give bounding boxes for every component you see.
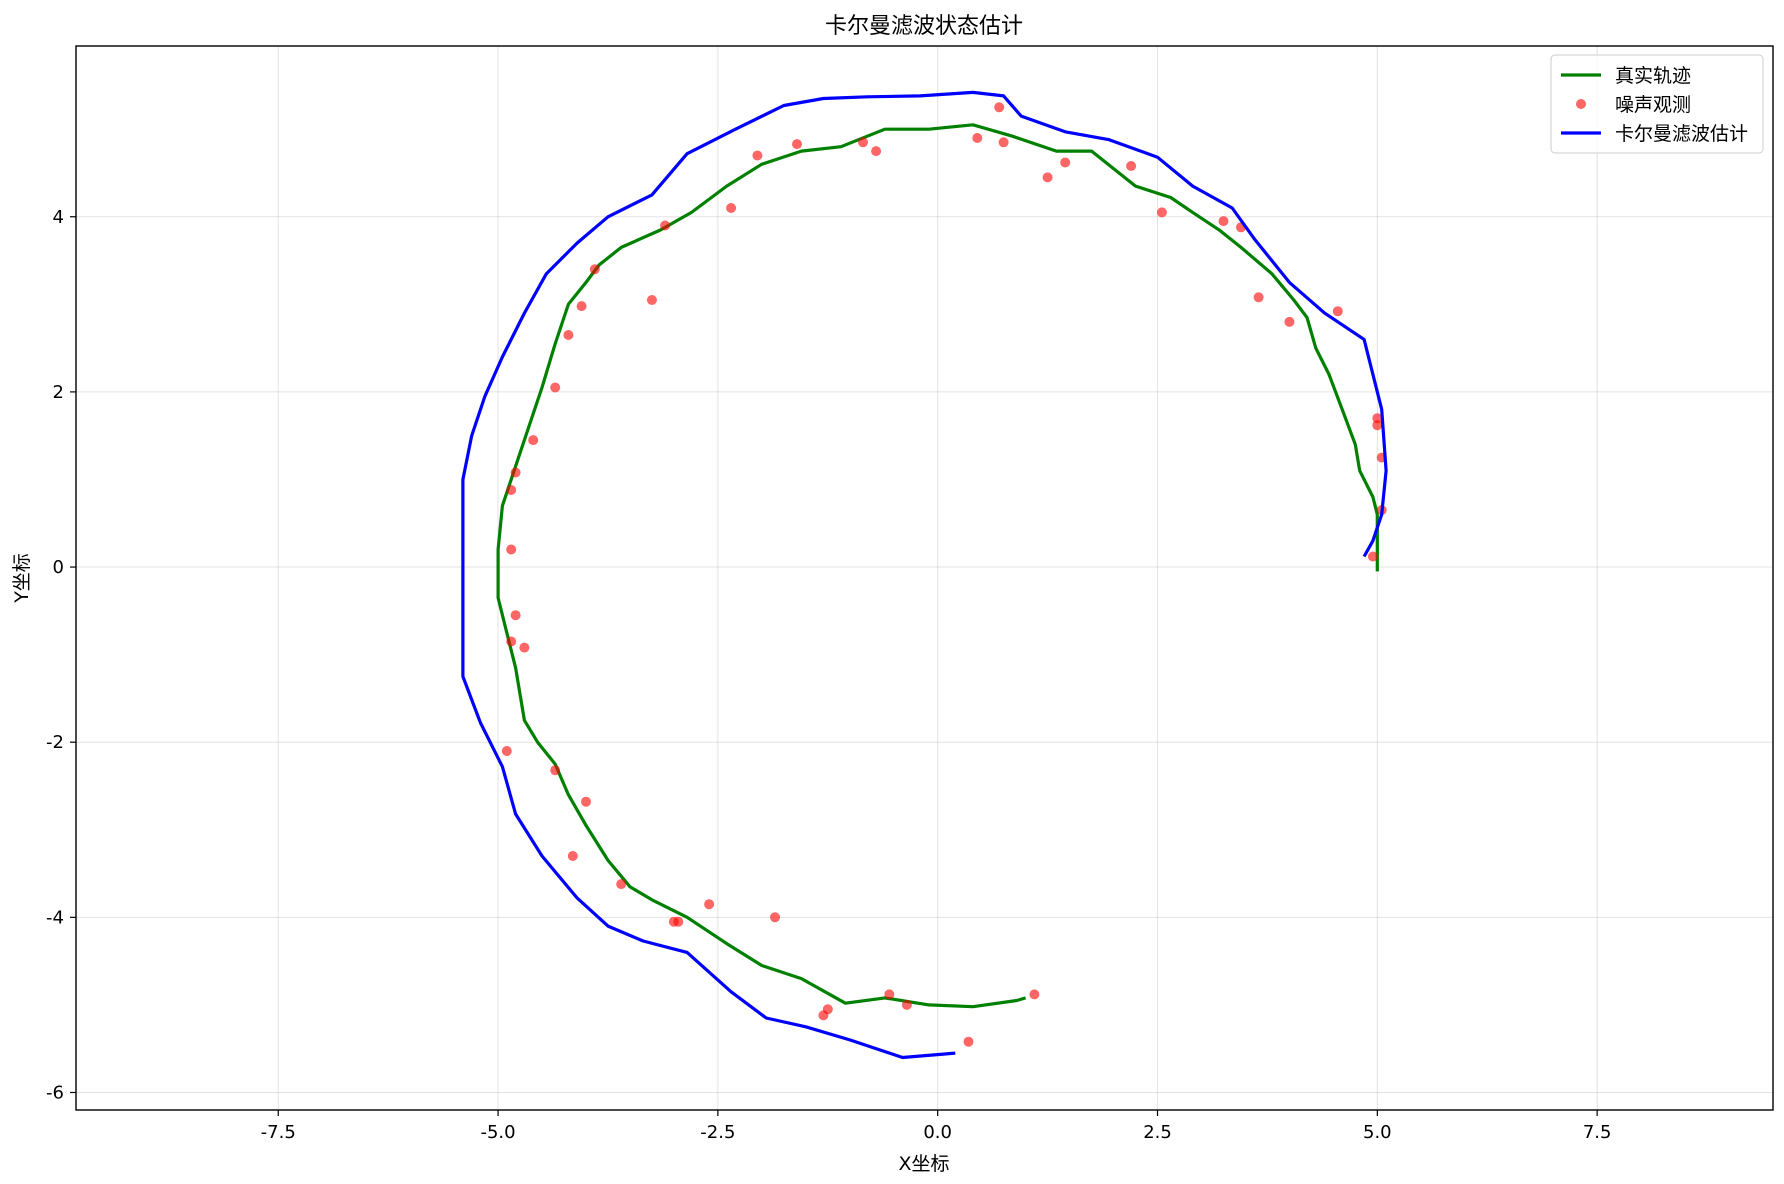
- y-axis: -6 -4 -2 0 2 4: [46, 207, 76, 1103]
- observation-point: [994, 102, 1005, 113]
- legend-entry-kalman-estimate: 卡尔曼滤波估计: [1561, 123, 1748, 145]
- y-tick-label: 4: [53, 207, 64, 228]
- x-tick-label: 7.5: [1583, 1122, 1612, 1143]
- observation-point: [972, 133, 983, 143]
- observation-point: [528, 435, 539, 446]
- y-tick-label: 2: [53, 382, 64, 403]
- x-tick-label: 2.5: [1143, 1122, 1172, 1143]
- observation-point: [884, 989, 895, 1000]
- observation-point: [752, 150, 763, 161]
- observation-point: [1253, 292, 1264, 303]
- observation-point: [1126, 161, 1137, 171]
- kalman-estimate-line: [461, 90, 1388, 1060]
- observation-point: [589, 264, 600, 275]
- observation-point: [510, 467, 521, 478]
- series-layer: [461, 90, 1388, 1060]
- observation-point: [1372, 420, 1383, 431]
- observation-point: [668, 916, 679, 927]
- legend-entry-noisy-observations: 噪声观测: [1576, 94, 1691, 116]
- observation-point: [550, 382, 561, 393]
- x-tick-label: -5.0: [480, 1122, 515, 1143]
- observation-point: [1218, 216, 1229, 227]
- observation-point: [501, 746, 512, 756]
- observation-point: [1029, 989, 1040, 1000]
- observation-point: [1332, 306, 1343, 317]
- observation-point: [792, 139, 802, 150]
- observation-point: [567, 851, 578, 861]
- observation-point: [506, 636, 517, 647]
- observation-point: [576, 301, 587, 312]
- y-tick-label: -2: [46, 732, 64, 753]
- observation-point: [704, 899, 715, 910]
- y-tick-label: 0: [53, 557, 64, 578]
- observation-point: [1372, 413, 1383, 424]
- noisy-observation-points: [501, 102, 1387, 1047]
- observation-point: [858, 137, 868, 148]
- observation-point: [510, 610, 521, 621]
- observation-point: [963, 1036, 974, 1047]
- observation-point: [1284, 316, 1295, 327]
- observation-point: [646, 295, 657, 305]
- observation-point: [1367, 551, 1378, 562]
- x-axis: -7.5 -5.0 -2.5 0.0 2.5 5.0 7.5: [261, 1110, 1612, 1143]
- true-trajectory-line: [496, 123, 1379, 1009]
- observation-point: [1156, 207, 1167, 218]
- y-axis-title: Y坐标: [11, 553, 33, 604]
- x-tick-label: 5.0: [1363, 1122, 1392, 1143]
- observation-point: [998, 137, 1009, 148]
- observation-point: [506, 544, 517, 555]
- observation-point: [770, 912, 780, 923]
- x-tick-label: 0.0: [923, 1122, 952, 1143]
- chart-title: 卡尔曼滤波状态估计: [825, 14, 1023, 39]
- grid: [76, 46, 1773, 1110]
- legend-label: 真实轨迹: [1615, 65, 1691, 87]
- observation-point: [1060, 157, 1071, 168]
- observation-point: [616, 879, 627, 890]
- observation-point: [519, 642, 530, 653]
- legend-marker-swatch: [1576, 99, 1586, 109]
- observation-point: [550, 765, 561, 776]
- observation-point: [822, 1004, 833, 1015]
- legend-box: [1550, 54, 1764, 154]
- observation-point: [871, 146, 882, 157]
- observation-point: [563, 330, 574, 340]
- legend-label: 噪声观测: [1615, 94, 1691, 116]
- y-tick-label: -6: [46, 1082, 64, 1103]
- observation-point: [660, 220, 671, 231]
- x-tick-label: -2.5: [700, 1122, 735, 1143]
- observation-point: [581, 796, 591, 807]
- observation-point: [901, 999, 912, 1010]
- observation-point: [1042, 172, 1053, 183]
- x-axis-title: X坐标: [898, 1153, 949, 1175]
- legend-entry-true-trajectory: 真实轨迹: [1561, 65, 1691, 87]
- observation-point: [506, 485, 517, 495]
- observation-point: [726, 203, 737, 213]
- legend-label: 卡尔曼滤波估计: [1615, 123, 1748, 145]
- x-tick-label: -7.5: [261, 1122, 296, 1143]
- y-tick-label: -4: [46, 907, 64, 928]
- plot-frame: [75, 45, 1774, 1111]
